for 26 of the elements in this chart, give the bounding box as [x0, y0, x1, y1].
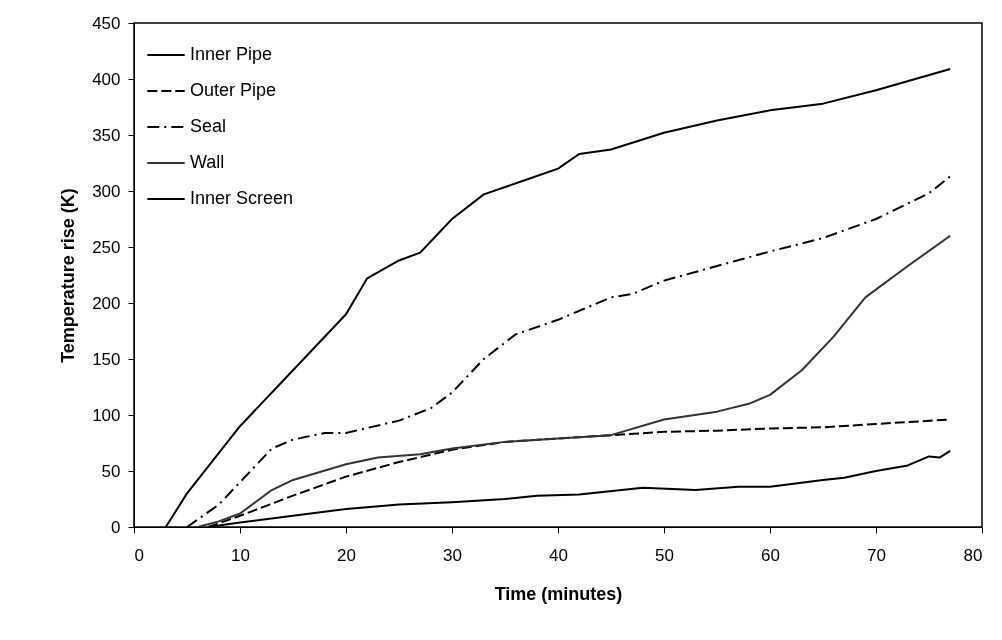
x-tick-label: 20 — [337, 545, 356, 565]
y-tick-label: 350 — [92, 125, 121, 145]
x-axis-title: Time (minutes) — [494, 583, 623, 604]
y-tick-label: 0 — [111, 517, 121, 537]
legend-label: Outer Pipe — [190, 80, 277, 100]
legend-label: Inner Screen — [190, 188, 294, 208]
legend-label: Inner Pipe — [190, 44, 273, 64]
legend-label: Seal — [190, 116, 227, 136]
y-axis-title: Temperature rise (K) — [58, 188, 79, 363]
x-tick-label: 70 — [867, 545, 886, 565]
x-tick-label: 40 — [549, 545, 568, 565]
legend-label: Wall — [190, 152, 225, 172]
x-tick-label: 10 — [231, 545, 250, 565]
x-tick-label: 80 — [963, 545, 983, 565]
x-tick-label: 0 — [134, 545, 144, 565]
x-tick-label: 30 — [443, 545, 462, 565]
y-tick-label: 400 — [92, 69, 121, 89]
x-tick-label: 60 — [761, 545, 780, 565]
x-tick-label: 50 — [655, 545, 674, 565]
y-tick-label: 200 — [92, 293, 121, 313]
y-tick-label: 300 — [92, 181, 121, 201]
y-tick-label: 50 — [101, 461, 121, 481]
y-tick-label: 150 — [92, 349, 121, 369]
y-tick-label: 450 — [92, 13, 121, 33]
y-tick-label: 250 — [92, 237, 121, 257]
y-tick-label: 100 — [92, 405, 121, 425]
